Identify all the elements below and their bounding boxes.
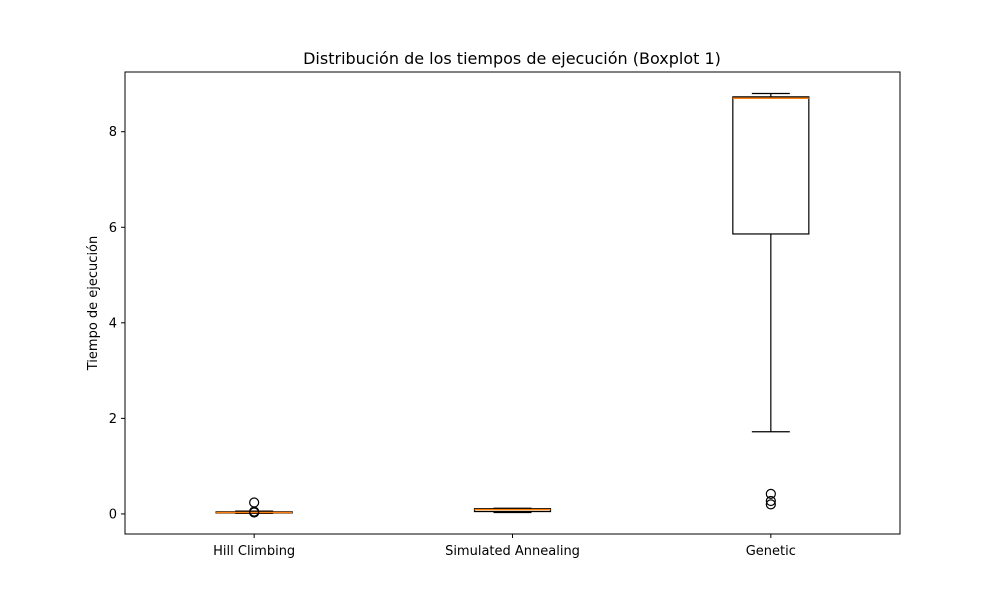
chart-title: Distribución de los tiempos de ejecución… — [303, 49, 721, 68]
x-tick-label: Simulated Annealing — [445, 544, 580, 559]
y-tick-label: 8 — [109, 125, 117, 140]
outlier-point — [249, 507, 260, 518]
y-tick-label: 2 — [109, 412, 117, 427]
y-tick-label: 6 — [109, 221, 117, 236]
iqr-box — [732, 96, 810, 235]
plot-area: 0 2 4 6 8 Hill Climbing Simulated Annealing Gen… — [109, 71, 901, 559]
outlier-point — [765, 488, 776, 499]
y-tick-label: 4 — [109, 316, 117, 331]
outlier-point — [765, 499, 776, 510]
outlier-point — [249, 497, 260, 508]
outlier-point — [765, 495, 776, 507]
x-tick-label: Hill Climbing — [213, 544, 295, 559]
plot-frame — [124, 71, 901, 535]
y-axis-label: Tiempo de ejecución — [86, 236, 101, 371]
y-tick-label: 0 — [109, 507, 117, 522]
x-tick-label: Genetic — [746, 544, 796, 559]
